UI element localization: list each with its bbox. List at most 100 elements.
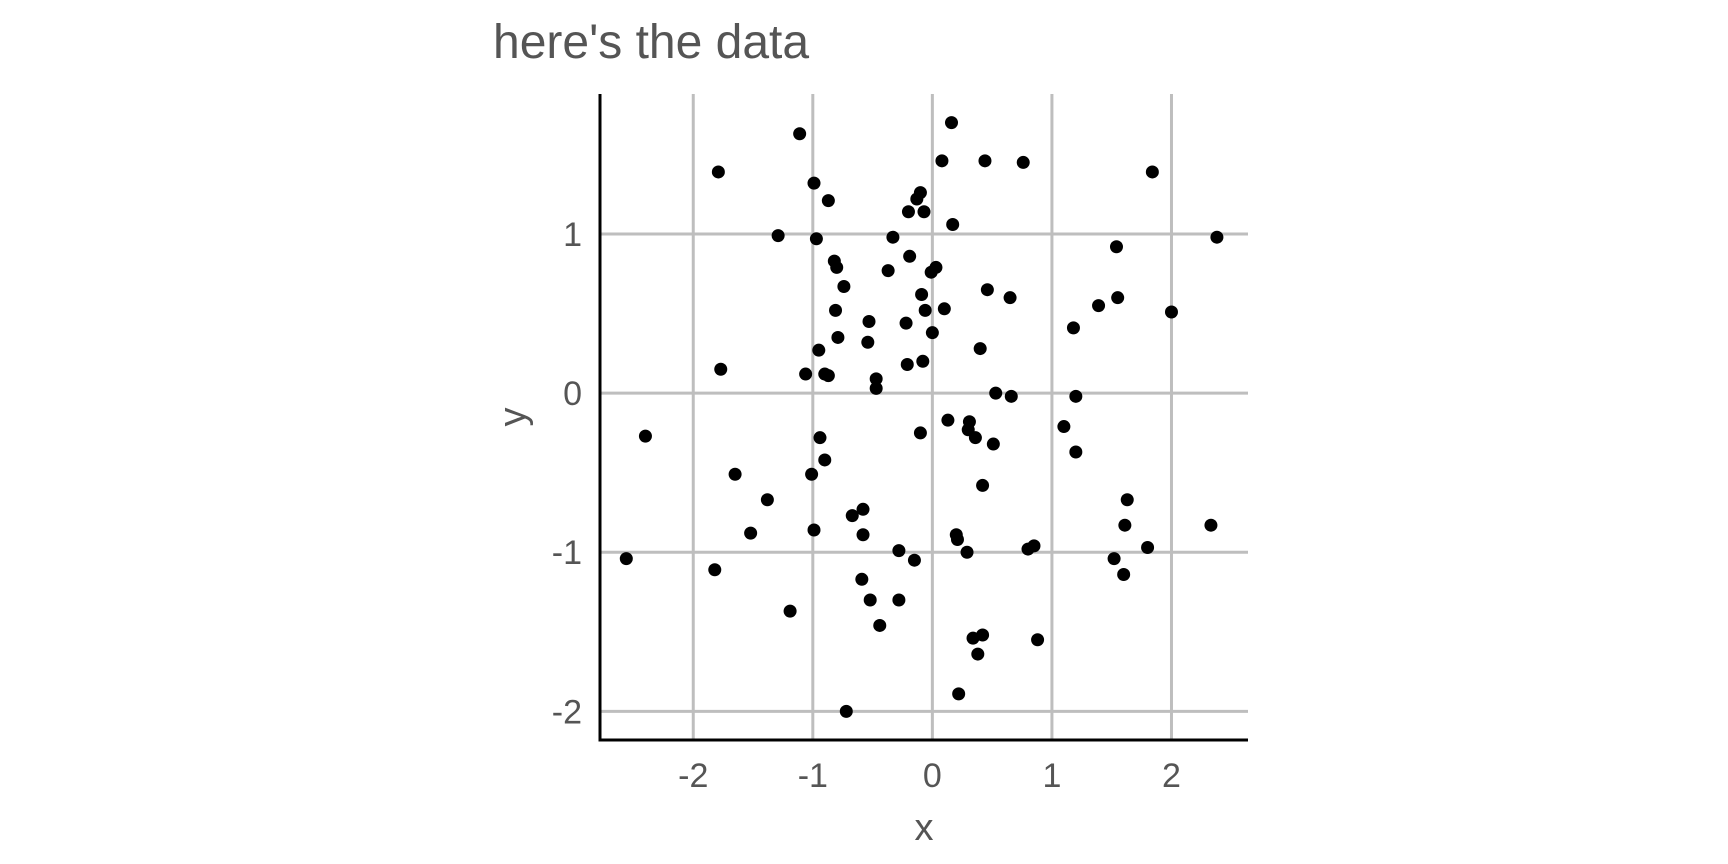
data-point (619, 552, 633, 566)
data-point (944, 116, 958, 130)
data-point (1031, 633, 1045, 647)
data-point (869, 381, 883, 395)
chart-title: here's the data (493, 16, 809, 69)
data-point (976, 478, 990, 492)
data-point (1057, 420, 1071, 434)
data-point (913, 426, 927, 440)
data-point (1145, 165, 1159, 179)
data-point (771, 229, 785, 243)
data-point (714, 362, 728, 376)
data-point (856, 502, 870, 516)
data-point (821, 369, 835, 383)
data-point (978, 154, 992, 168)
data-point (980, 283, 994, 297)
x-tick-labels: -2 -1 0 1 2 (678, 757, 1181, 795)
data-point (881, 264, 895, 278)
data-point (728, 467, 742, 481)
data-point (903, 249, 917, 263)
data-point (1118, 518, 1132, 532)
data-point (886, 230, 900, 244)
data-point (783, 604, 797, 618)
data-point (845, 509, 859, 523)
y-tick-label: -1 (552, 534, 582, 572)
y-tick-labels: -2 -1 0 1 (552, 216, 582, 731)
data-point (971, 647, 985, 661)
data-point (892, 544, 906, 558)
x-tick-label: -2 (678, 757, 708, 795)
data-point (805, 467, 819, 481)
data-point (986, 437, 1000, 451)
data-point (1210, 230, 1224, 244)
data-point (818, 453, 832, 467)
x-tick-label: 1 (1042, 757, 1061, 795)
data-point (839, 704, 853, 718)
data-point (915, 287, 929, 301)
data-point (1117, 568, 1131, 582)
data-point (1003, 291, 1017, 305)
data-point (873, 618, 887, 632)
x-gridlines (691, 94, 1173, 740)
data-point (869, 372, 883, 386)
data-point (1016, 155, 1030, 169)
data-point (837, 280, 851, 294)
data-point (899, 316, 913, 330)
data-point (861, 335, 875, 349)
y-axis-title: y (492, 408, 534, 427)
data-point (910, 192, 924, 206)
data-point (1120, 493, 1134, 507)
data-point (813, 431, 827, 445)
data-point (1092, 299, 1106, 313)
data-points (619, 116, 1224, 718)
data-point (1027, 539, 1041, 553)
y-tick-label: 0 (563, 375, 582, 413)
data-point (638, 429, 652, 443)
data-point (855, 572, 869, 586)
data-point (901, 205, 915, 219)
data-point (918, 303, 932, 317)
data-point (831, 330, 845, 344)
data-point (989, 386, 1003, 400)
x-tick-label: 0 (923, 757, 942, 795)
data-point (907, 553, 921, 567)
data-point (856, 528, 870, 542)
data-point (1111, 291, 1125, 305)
data-point (862, 315, 876, 329)
x-axis-title: x (915, 807, 934, 849)
data-point (968, 431, 982, 445)
x-tick-label: -1 (798, 757, 828, 795)
data-point (799, 367, 813, 381)
data-point (900, 357, 914, 371)
data-point (929, 260, 943, 274)
data-point (1069, 445, 1083, 459)
y-gridlines (600, 232, 1248, 713)
y-tick-label: 1 (563, 216, 582, 254)
data-point (935, 154, 949, 168)
y-tick-label: -2 (552, 693, 582, 731)
data-point (960, 545, 974, 559)
data-point (863, 593, 877, 607)
data-point (809, 232, 823, 246)
data-point (1004, 389, 1018, 403)
data-point (952, 687, 966, 701)
data-point (917, 205, 931, 219)
data-point (892, 593, 906, 607)
data-point (1107, 552, 1121, 566)
x-tick-label: 2 (1162, 757, 1181, 795)
data-point (744, 526, 758, 540)
data-point (1109, 240, 1123, 254)
data-point (925, 326, 939, 340)
data-point (711, 165, 725, 179)
data-point (1204, 518, 1218, 532)
data-point (937, 302, 951, 316)
data-point (807, 523, 821, 537)
data-point (812, 343, 826, 357)
data-point (793, 127, 807, 141)
data-point (1164, 305, 1178, 319)
data-point (807, 176, 821, 190)
data-point (821, 194, 835, 208)
data-point (950, 533, 964, 547)
data-point (916, 354, 930, 368)
data-point (1066, 321, 1080, 335)
data-point (708, 563, 722, 577)
